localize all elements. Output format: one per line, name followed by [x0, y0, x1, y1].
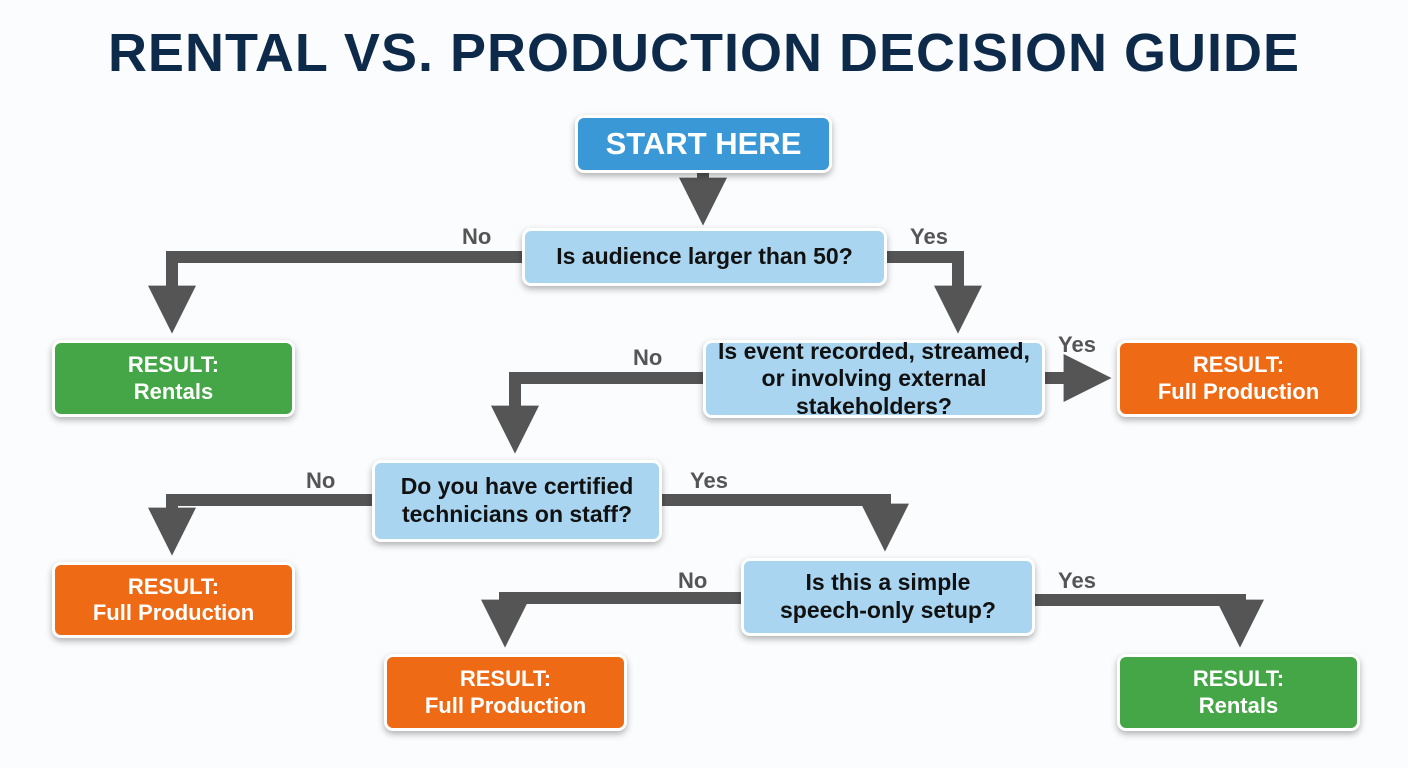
result-value: Full Production [424, 692, 587, 718]
q1-no-label: No [462, 224, 492, 249]
result-rentals-1: RESULT: Rentals [52, 340, 295, 417]
q3-no-label: No [306, 468, 336, 493]
page-title: RENTAL VS. PRODUCTION DECISION GUIDE [107, 23, 1301, 83]
result-rentals-2: RESULT: Rentals [1117, 654, 1360, 731]
result-full-production-3: RESULT: Full Production [384, 654, 627, 731]
arrow-q3-yes [662, 494, 909, 552]
q4-yes-label: Yes [1058, 568, 1096, 593]
question-text: Do you have certified technicians on sta… [400, 473, 634, 527]
arrow-q4-no [481, 592, 741, 648]
q1-yes-label: Yes [910, 224, 948, 249]
q2-no-label: No [633, 345, 663, 370]
start-node: START HERE [575, 115, 832, 173]
question-certified-technicians: Do you have certified technicians on sta… [372, 460, 662, 542]
result-label: RESULT: [127, 352, 220, 378]
q4-no-label: No [678, 568, 708, 593]
result-value: Full Production [1157, 378, 1320, 404]
question-recorded-streamed: Is event recorded, streamed, or involvin… [703, 337, 1045, 419]
arrow-q4-yes [1035, 594, 1264, 648]
result-value: Rentals [1198, 692, 1279, 718]
q2-yes-label: Yes [1058, 332, 1096, 357]
arrow-q2-no [491, 372, 703, 454]
result-label: RESULT: [1192, 666, 1285, 692]
result-label: RESULT: [1192, 352, 1285, 378]
question-text: Is audience larger than 50? [556, 243, 853, 270]
arrow-q3-no [148, 494, 372, 556]
q3-yes-label: Yes [690, 468, 728, 493]
question-text: Is this a simple speech-only setup? [780, 569, 996, 623]
question-speech-only: Is this a simple speech-only setup? [741, 558, 1035, 636]
start-label: START HERE [605, 126, 802, 162]
result-full-production-2: RESULT: Full Production [52, 562, 295, 638]
result-full-production-1: RESULT: Full Production [1117, 340, 1360, 417]
arrow-q1-yes [887, 251, 982, 334]
result-label: RESULT: [127, 573, 220, 599]
result-value: Rentals [133, 378, 214, 404]
result-value: Full Production [92, 600, 255, 625]
result-label: RESULT: [459, 666, 552, 692]
question-audience-size: Is audience larger than 50? [522, 228, 887, 286]
arrow-q1-no [148, 251, 522, 334]
question-text: Is event recorded, streamed, or involvin… [718, 337, 1030, 419]
